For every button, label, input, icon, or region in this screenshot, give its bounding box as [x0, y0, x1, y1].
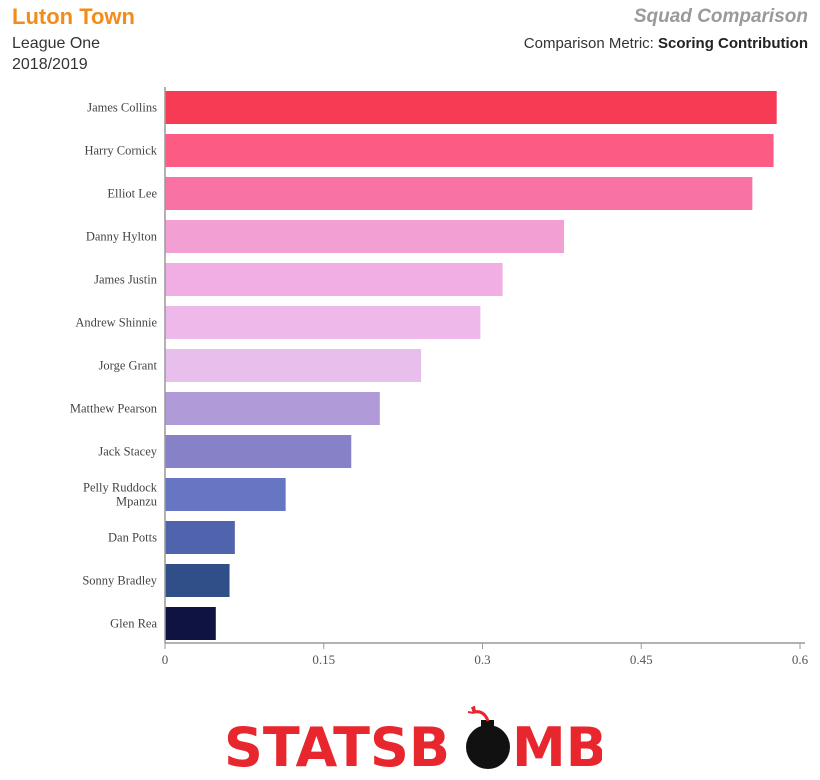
x-tick-label-2: 0.3 [474, 652, 490, 667]
statsbomb-logo: STATSB MB [224, 705, 602, 779]
bar-10 [165, 521, 235, 554]
category-label-7: Matthew Pearson [70, 402, 158, 416]
bar-chart: James Collins Harry Cornick Elliot Lee Dann… [70, 87, 809, 667]
category-label-2: Elliot Lee [107, 187, 157, 201]
logo-text-right: MB [512, 716, 602, 779]
category-label-9: Pelly Ruddock Mpanzu [83, 481, 158, 509]
bar-3 [165, 220, 564, 253]
metric-label: Comparison Metric: [523, 35, 654, 52]
x-tick-label-3: 0.45 [630, 652, 653, 667]
bar-4 [165, 263, 503, 296]
bar-8 [165, 435, 352, 468]
bar-1 [165, 134, 774, 167]
bar-2 [165, 177, 753, 210]
category-label-11: Sonny Bradley [82, 574, 157, 588]
bar-6 [165, 349, 422, 382]
league-name: League One [12, 35, 101, 52]
category-label-5: Andrew Shinnie [75, 316, 157, 330]
category-label-3: Danny Hylton [86, 230, 158, 244]
season-label: 2018/2019 [12, 56, 88, 73]
team-name: Luton Town [12, 4, 135, 29]
bar-7 [165, 392, 380, 425]
x-tick-label-1: 0.15 [312, 652, 335, 667]
bar-5 [165, 306, 481, 339]
x-tick-label-0: 0 [162, 652, 169, 667]
chart-title: Squad Comparison [633, 6, 808, 27]
category-label-4: James Justin [94, 273, 158, 287]
category-label-10: Dan Potts [108, 531, 157, 545]
category-label-6: Jorge Grant [99, 359, 158, 373]
logo-text-left: STATSB [224, 716, 450, 779]
category-label-8: Jack Stacey [98, 445, 157, 459]
category-label-1: Harry Cornick [84, 144, 157, 158]
category-label-0: James Collins [87, 101, 157, 115]
bar-11 [165, 564, 230, 597]
comparison-metric: Comparison Metric: Scoring Contribution [524, 35, 808, 52]
bomb-icon [466, 705, 510, 769]
bar-0 [165, 91, 777, 124]
bar-9 [165, 478, 286, 511]
metric-value: Scoring Contribution [658, 35, 808, 52]
bar-12 [165, 607, 216, 640]
category-label-12: Glen Rea [110, 617, 157, 631]
x-tick-label-4: 0.6 [792, 652, 809, 667]
